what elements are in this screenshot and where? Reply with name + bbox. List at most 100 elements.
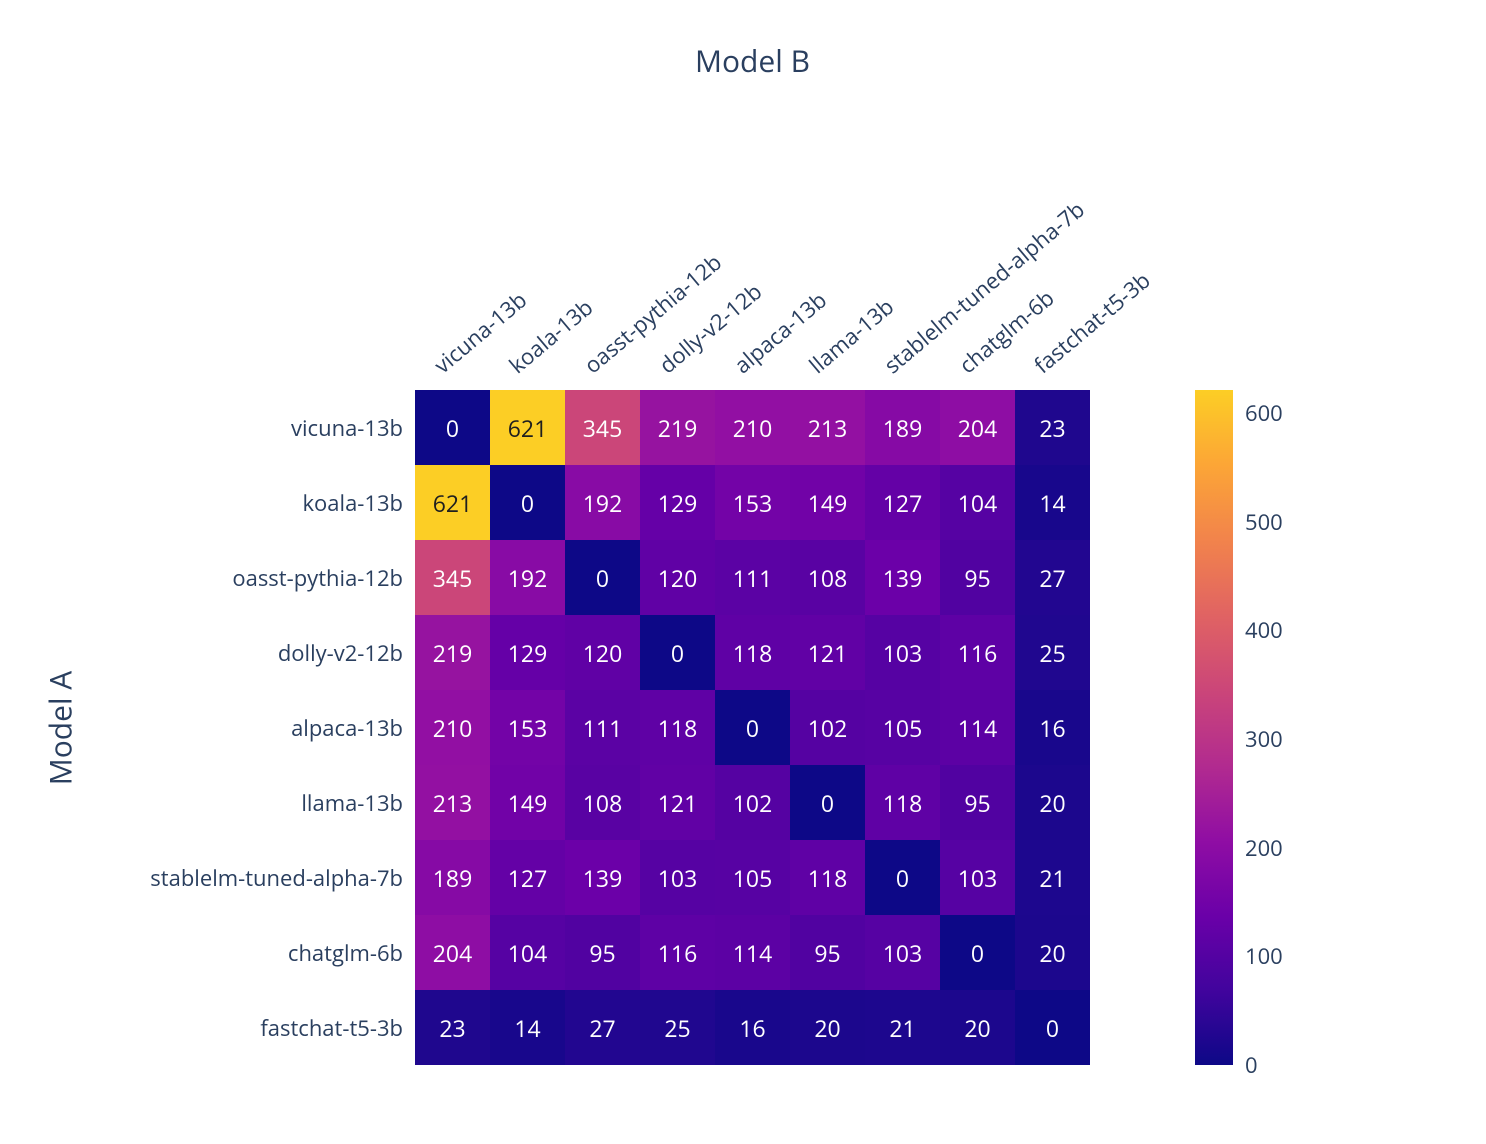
heatmap-cell: 621 — [490, 390, 565, 465]
heatmap-cell: 114 — [940, 690, 1015, 765]
colorbar: 0100200300400500600 — [1195, 390, 1233, 1065]
heatmap-cell: 20 — [1015, 915, 1090, 990]
heatmap-cell: 0 — [490, 465, 565, 540]
row-label: llama-13b — [301, 788, 403, 818]
colorbar-tick: 400 — [1245, 615, 1283, 645]
heatmap-cell: 0 — [415, 390, 490, 465]
heatmap-cell: 105 — [715, 840, 790, 915]
heatmap-cell: 95 — [565, 915, 640, 990]
colorbar-gradient — [1195, 390, 1233, 1065]
heatmap-cell: 21 — [865, 990, 940, 1065]
heatmap-cell: 111 — [715, 540, 790, 615]
heatmap-cell: 621 — [415, 465, 490, 540]
heatmap-cell: 219 — [415, 615, 490, 690]
heatmap-cell: 116 — [640, 915, 715, 990]
heatmap-cell: 95 — [790, 915, 865, 990]
heatmap-cell: 20 — [1015, 765, 1090, 840]
heatmap-cell: 103 — [940, 840, 1015, 915]
heatmap-cell: 16 — [715, 990, 790, 1065]
heatmap-cell: 189 — [415, 840, 490, 915]
heatmap-cell: 27 — [1015, 540, 1090, 615]
heatmap-cell: 104 — [490, 915, 565, 990]
heatmap-cell: 118 — [715, 615, 790, 690]
heatmap-cell: 118 — [865, 765, 940, 840]
heatmap-cell: 95 — [940, 765, 1015, 840]
row-label: stablelm-tuned-alpha-7b — [150, 863, 403, 893]
heatmap-cell: 95 — [940, 540, 1015, 615]
heatmap-cell: 14 — [490, 990, 565, 1065]
row-label: alpaca-13b — [291, 713, 403, 743]
heatmap-cell: 210 — [715, 390, 790, 465]
heatmap-cell: 105 — [865, 690, 940, 765]
heatmap-cell: 120 — [565, 615, 640, 690]
heatmap-cell: 192 — [490, 540, 565, 615]
heatmap-cell: 129 — [640, 465, 715, 540]
heatmap-cell: 192 — [565, 465, 640, 540]
heatmap-chart: Model B Model A vicuna-13bkoala-13boasst… — [20, 20, 1466, 1124]
heatmap-cell: 103 — [865, 615, 940, 690]
heatmap-cell: 108 — [565, 765, 640, 840]
heatmap-cell: 120 — [640, 540, 715, 615]
heatmap-cell: 127 — [865, 465, 940, 540]
colorbar-tick: 0 — [1245, 1050, 1258, 1080]
heatmap-cell: 21 — [1015, 840, 1090, 915]
heatmap-cell: 121 — [640, 765, 715, 840]
heatmap-cell: 153 — [490, 690, 565, 765]
heatmap-cell: 345 — [415, 540, 490, 615]
heatmap-cell: 118 — [790, 840, 865, 915]
row-label: koala-13b — [303, 488, 404, 518]
heatmap-cell: 23 — [1015, 390, 1090, 465]
heatmap-cell: 189 — [865, 390, 940, 465]
row-label: dolly-v2-12b — [278, 638, 403, 668]
colorbar-tick: 300 — [1245, 724, 1283, 754]
colorbar-tick: 600 — [1245, 398, 1283, 428]
heatmap-cell: 204 — [940, 390, 1015, 465]
colorbar-tick: 500 — [1245, 507, 1283, 537]
heatmap-grid: 0621345219210213189204236210192129153149… — [415, 390, 1090, 1065]
heatmap-cell: 14 — [1015, 465, 1090, 540]
heatmap-cell: 204 — [415, 915, 490, 990]
heatmap-cell: 139 — [565, 840, 640, 915]
heatmap-cell: 345 — [565, 390, 640, 465]
heatmap-cell: 139 — [865, 540, 940, 615]
colorbar-tick: 100 — [1245, 941, 1283, 971]
heatmap-cell: 0 — [1015, 990, 1090, 1065]
heatmap-cell: 102 — [790, 690, 865, 765]
heatmap-cell: 116 — [940, 615, 1015, 690]
heatmap-cell: 149 — [490, 765, 565, 840]
colorbar-tick: 200 — [1245, 833, 1283, 863]
row-labels: vicuna-13b koala-13b oasst-pythia-12b dolly… — [20, 390, 403, 1065]
heatmap-cell: 129 — [490, 615, 565, 690]
row-label: fastchat-t5-3b — [260, 1013, 403, 1043]
column-labels: vicuna-13bkoala-13boasst-pythia-12bdolly… — [415, 20, 1090, 390]
column-label: fastchat-t5-3b — [1027, 265, 1156, 380]
heatmap-cell: 149 — [790, 465, 865, 540]
heatmap-cell: 0 — [565, 540, 640, 615]
heatmap-cell: 25 — [1015, 615, 1090, 690]
heatmap-cell: 23 — [415, 990, 490, 1065]
heatmap-cell: 0 — [865, 840, 940, 915]
heatmap-cell: 0 — [940, 915, 1015, 990]
heatmap-cell: 213 — [790, 390, 865, 465]
heatmap-cell: 0 — [715, 690, 790, 765]
row-label: vicuna-13b — [291, 413, 403, 443]
heatmap-cell: 121 — [790, 615, 865, 690]
heatmap-cell: 114 — [715, 915, 790, 990]
heatmap-cell: 16 — [1015, 690, 1090, 765]
heatmap-cell: 103 — [640, 840, 715, 915]
heatmap-cell: 219 — [640, 390, 715, 465]
heatmap-cell: 103 — [865, 915, 940, 990]
row-label: oasst-pythia-12b — [232, 563, 403, 593]
heatmap-cell: 25 — [640, 990, 715, 1065]
heatmap-cell: 153 — [715, 465, 790, 540]
heatmap-cell: 108 — [790, 540, 865, 615]
heatmap-cell: 27 — [565, 990, 640, 1065]
heatmap-cell: 111 — [565, 690, 640, 765]
heatmap-cell: 104 — [940, 465, 1015, 540]
heatmap-cell: 20 — [790, 990, 865, 1065]
heatmap-cell: 127 — [490, 840, 565, 915]
heatmap-cell: 0 — [790, 765, 865, 840]
heatmap-cell: 102 — [715, 765, 790, 840]
heatmap-cell: 20 — [940, 990, 1015, 1065]
heatmap-cell: 210 — [415, 690, 490, 765]
